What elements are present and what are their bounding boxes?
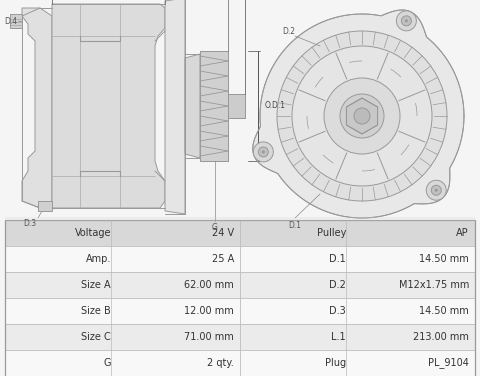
Bar	[5, 324, 240, 350]
Text: Amp.: Amp.	[85, 254, 111, 264]
Text: D.2: D.2	[329, 280, 346, 290]
Polygon shape	[10, 14, 22, 28]
Circle shape	[340, 94, 384, 138]
Polygon shape	[185, 54, 200, 158]
Bar	[240, 298, 475, 324]
Text: 2 qty.: 2 qty.	[207, 358, 234, 368]
Circle shape	[258, 147, 268, 157]
Text: G: G	[104, 358, 111, 368]
Bar	[5, 246, 240, 272]
Bar	[240, 246, 475, 272]
Text: 14.50 mm: 14.50 mm	[419, 254, 469, 264]
Circle shape	[253, 142, 273, 162]
Text: Pulley: Pulley	[317, 228, 346, 238]
Polygon shape	[253, 10, 464, 218]
Text: Size A: Size A	[82, 280, 111, 290]
Text: Voltage: Voltage	[74, 228, 111, 238]
Text: D.4: D.4	[4, 17, 17, 26]
Text: L.1: L.1	[331, 332, 346, 342]
Bar	[5, 298, 240, 324]
Circle shape	[354, 108, 370, 124]
Text: 25 A: 25 A	[212, 254, 234, 264]
Polygon shape	[200, 51, 228, 161]
Text: Plug: Plug	[325, 358, 346, 368]
Polygon shape	[228, 94, 245, 118]
Bar	[5, 272, 240, 298]
Text: D.3: D.3	[24, 220, 36, 229]
Circle shape	[405, 19, 408, 22]
Text: AP: AP	[456, 228, 469, 238]
Text: G: G	[212, 223, 218, 232]
Circle shape	[401, 16, 411, 26]
Circle shape	[426, 180, 446, 200]
Text: 12.00 mm: 12.00 mm	[184, 306, 234, 316]
Circle shape	[435, 189, 438, 192]
Bar	[240, 272, 475, 298]
Circle shape	[277, 31, 447, 201]
Text: D.3: D.3	[329, 306, 346, 316]
Text: D.1: D.1	[288, 220, 301, 229]
Polygon shape	[38, 201, 52, 211]
Circle shape	[396, 11, 416, 31]
Text: D.2: D.2	[282, 26, 295, 35]
Bar	[5, 350, 240, 376]
Text: O.D.1: O.D.1	[265, 102, 286, 111]
Text: 24 V: 24 V	[212, 228, 234, 238]
Polygon shape	[347, 98, 378, 134]
Polygon shape	[52, 4, 165, 208]
Circle shape	[431, 185, 441, 195]
Text: 14.50 mm: 14.50 mm	[419, 306, 469, 316]
Circle shape	[292, 46, 432, 186]
Bar	[5, 220, 240, 246]
Bar	[0, 0, 480, 231]
Bar	[240, 220, 475, 246]
Text: D.1: D.1	[329, 254, 346, 264]
Text: M12x1.75 mm: M12x1.75 mm	[398, 280, 469, 290]
Polygon shape	[22, 8, 52, 208]
Circle shape	[262, 150, 265, 153]
Polygon shape	[165, 0, 185, 214]
Text: Size C: Size C	[81, 332, 111, 342]
Text: 62.00 mm: 62.00 mm	[184, 280, 234, 290]
Bar	[5, 220, 475, 376]
Bar	[240, 350, 475, 376]
Text: 213.00 mm: 213.00 mm	[413, 332, 469, 342]
Bar	[240, 324, 475, 350]
Text: PL_9104: PL_9104	[428, 358, 469, 368]
Text: Size B: Size B	[81, 306, 111, 316]
Text: 71.00 mm: 71.00 mm	[184, 332, 234, 342]
Circle shape	[324, 78, 400, 154]
